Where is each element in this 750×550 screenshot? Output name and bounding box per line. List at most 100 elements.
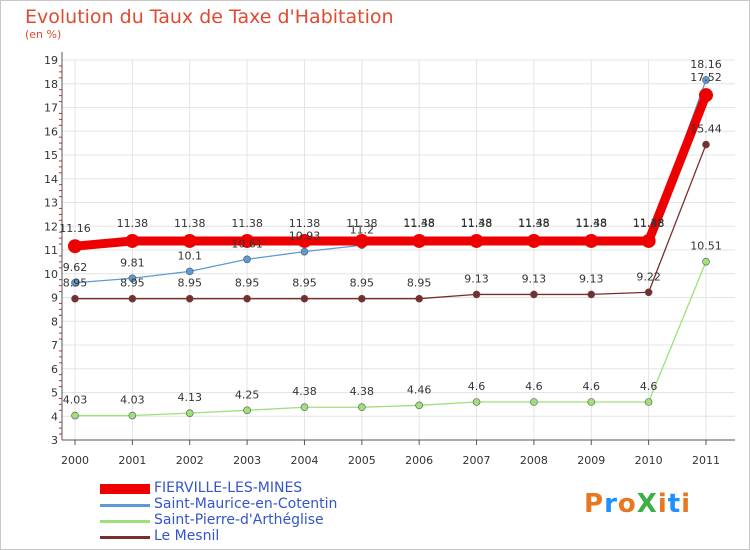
data-point bbox=[644, 288, 653, 297]
proxiti-logo: ProXiti bbox=[584, 489, 692, 519]
data-point bbox=[243, 294, 251, 303]
x-tick-label: 2000 bbox=[61, 454, 89, 467]
data-label: 11.38 bbox=[461, 217, 493, 230]
data-label: 11.48 bbox=[403, 217, 435, 230]
data-label: 11.38 bbox=[633, 217, 665, 230]
y-tick-label: 17 bbox=[44, 102, 58, 115]
data-label: 9.13 bbox=[464, 272, 489, 285]
y-tick-label: 13 bbox=[44, 197, 58, 210]
data-label: 18.16 bbox=[690, 58, 722, 71]
data-point bbox=[71, 411, 79, 420]
data-point bbox=[469, 233, 484, 248]
data-point bbox=[472, 290, 481, 299]
data-label: 10.51 bbox=[690, 240, 722, 253]
legend-label: FIERVILLE-LES-MINES bbox=[154, 480, 303, 496]
data-point bbox=[530, 290, 538, 299]
x-tick-label: 2008 bbox=[520, 454, 548, 467]
legend-label: Le Mesnil bbox=[154, 528, 220, 544]
y-tick-label: 11 bbox=[44, 244, 58, 257]
data-point bbox=[182, 233, 197, 248]
data-label: 11.38 bbox=[403, 217, 435, 230]
data-label: 4.6 bbox=[640, 380, 658, 393]
x-tick-label: 2004 bbox=[290, 454, 318, 467]
y-tick-label: 5 bbox=[51, 387, 58, 400]
y-tick-label: 7 bbox=[51, 339, 58, 352]
data-point bbox=[300, 403, 309, 412]
y-tick-label: 18 bbox=[44, 78, 58, 91]
data-label: 4.6 bbox=[583, 380, 601, 393]
data-point bbox=[702, 257, 710, 266]
y-tick-label: 14 bbox=[44, 173, 58, 186]
data-label: 9.62 bbox=[63, 261, 88, 274]
data-label: 11.48 bbox=[576, 217, 608, 230]
y-tick-label: 4 bbox=[51, 410, 58, 423]
data-point bbox=[526, 233, 541, 248]
y-tick-label: 6 bbox=[51, 363, 58, 376]
y-tick-label: 10 bbox=[44, 268, 58, 281]
chart-title: Evolution du Taux de Taxe d'Habitation bbox=[25, 6, 394, 28]
legend-label: Saint-Maurice-en-Cotentin bbox=[154, 496, 338, 512]
data-label: 4.03 bbox=[120, 394, 145, 407]
series-line-0 bbox=[70, 90, 711, 251]
series-lines bbox=[68, 76, 713, 420]
x-tick-label: 2006 bbox=[405, 454, 433, 467]
data-point bbox=[71, 278, 79, 287]
data-point bbox=[300, 247, 309, 256]
data-point bbox=[300, 294, 309, 303]
legend-swatch bbox=[100, 484, 150, 494]
data-label: 4.38 bbox=[350, 385, 375, 398]
data-point bbox=[128, 411, 137, 420]
data-label: 11.38 bbox=[518, 217, 550, 230]
data-label: 4.25 bbox=[235, 388, 260, 401]
x-tick-label: 2002 bbox=[176, 454, 204, 467]
data-point bbox=[240, 233, 255, 248]
data-label: 4.6 bbox=[468, 380, 486, 393]
data-point bbox=[243, 255, 251, 264]
data-point bbox=[644, 398, 653, 406]
data-point bbox=[415, 401, 423, 410]
data-point bbox=[641, 233, 656, 248]
legend-swatch bbox=[100, 535, 150, 539]
data-label: 11.38 bbox=[174, 217, 206, 230]
data-label: 8.95 bbox=[63, 277, 88, 290]
data-point bbox=[185, 409, 194, 417]
y-tick-label: 12 bbox=[44, 220, 58, 233]
data-label: 8.95 bbox=[407, 277, 432, 290]
data-label: 11.38 bbox=[117, 217, 149, 230]
series-line-1 bbox=[74, 79, 707, 284]
data-point bbox=[702, 76, 710, 84]
data-label: 8.95 bbox=[235, 277, 260, 290]
data-point bbox=[243, 406, 251, 415]
data-label: 10.93 bbox=[289, 230, 321, 243]
chart-subtitle: (en %) bbox=[25, 28, 62, 41]
data-label: 15.44 bbox=[690, 123, 722, 136]
x-tick-label: 2010 bbox=[635, 454, 663, 467]
data-label: 9.81 bbox=[120, 256, 145, 269]
data-point bbox=[415, 294, 423, 303]
data-label: 4.03 bbox=[63, 394, 88, 407]
data-label: 10.61 bbox=[231, 237, 263, 250]
data-point bbox=[128, 294, 137, 303]
data-point bbox=[412, 233, 427, 248]
data-label: 8.95 bbox=[350, 277, 375, 290]
data-point bbox=[185, 267, 194, 276]
data-point bbox=[185, 294, 194, 303]
data-point bbox=[297, 233, 312, 248]
y-tick-label: 9 bbox=[51, 292, 58, 305]
data-point bbox=[472, 398, 481, 406]
data-label: 11.2 bbox=[350, 223, 375, 236]
data-point bbox=[530, 398, 538, 406]
axes: 3 4 5 6 7 8 9 10 11 12 13 14 15 16 17 18 19 2000 2001 2002 2… bbox=[44, 52, 735, 467]
data-label: 9.13 bbox=[522, 272, 547, 285]
data-label: 4.6 bbox=[525, 380, 543, 393]
x-tick-label: 2007 bbox=[463, 454, 491, 467]
data-label: 11.48 bbox=[518, 217, 550, 230]
data-label: 8.95 bbox=[120, 277, 145, 290]
data-point bbox=[587, 398, 596, 406]
y-tick-label: 15 bbox=[44, 149, 58, 162]
series-line-2 bbox=[74, 260, 707, 417]
legend-swatch bbox=[100, 503, 150, 507]
data-point bbox=[584, 233, 599, 248]
data-point bbox=[358, 403, 366, 412]
